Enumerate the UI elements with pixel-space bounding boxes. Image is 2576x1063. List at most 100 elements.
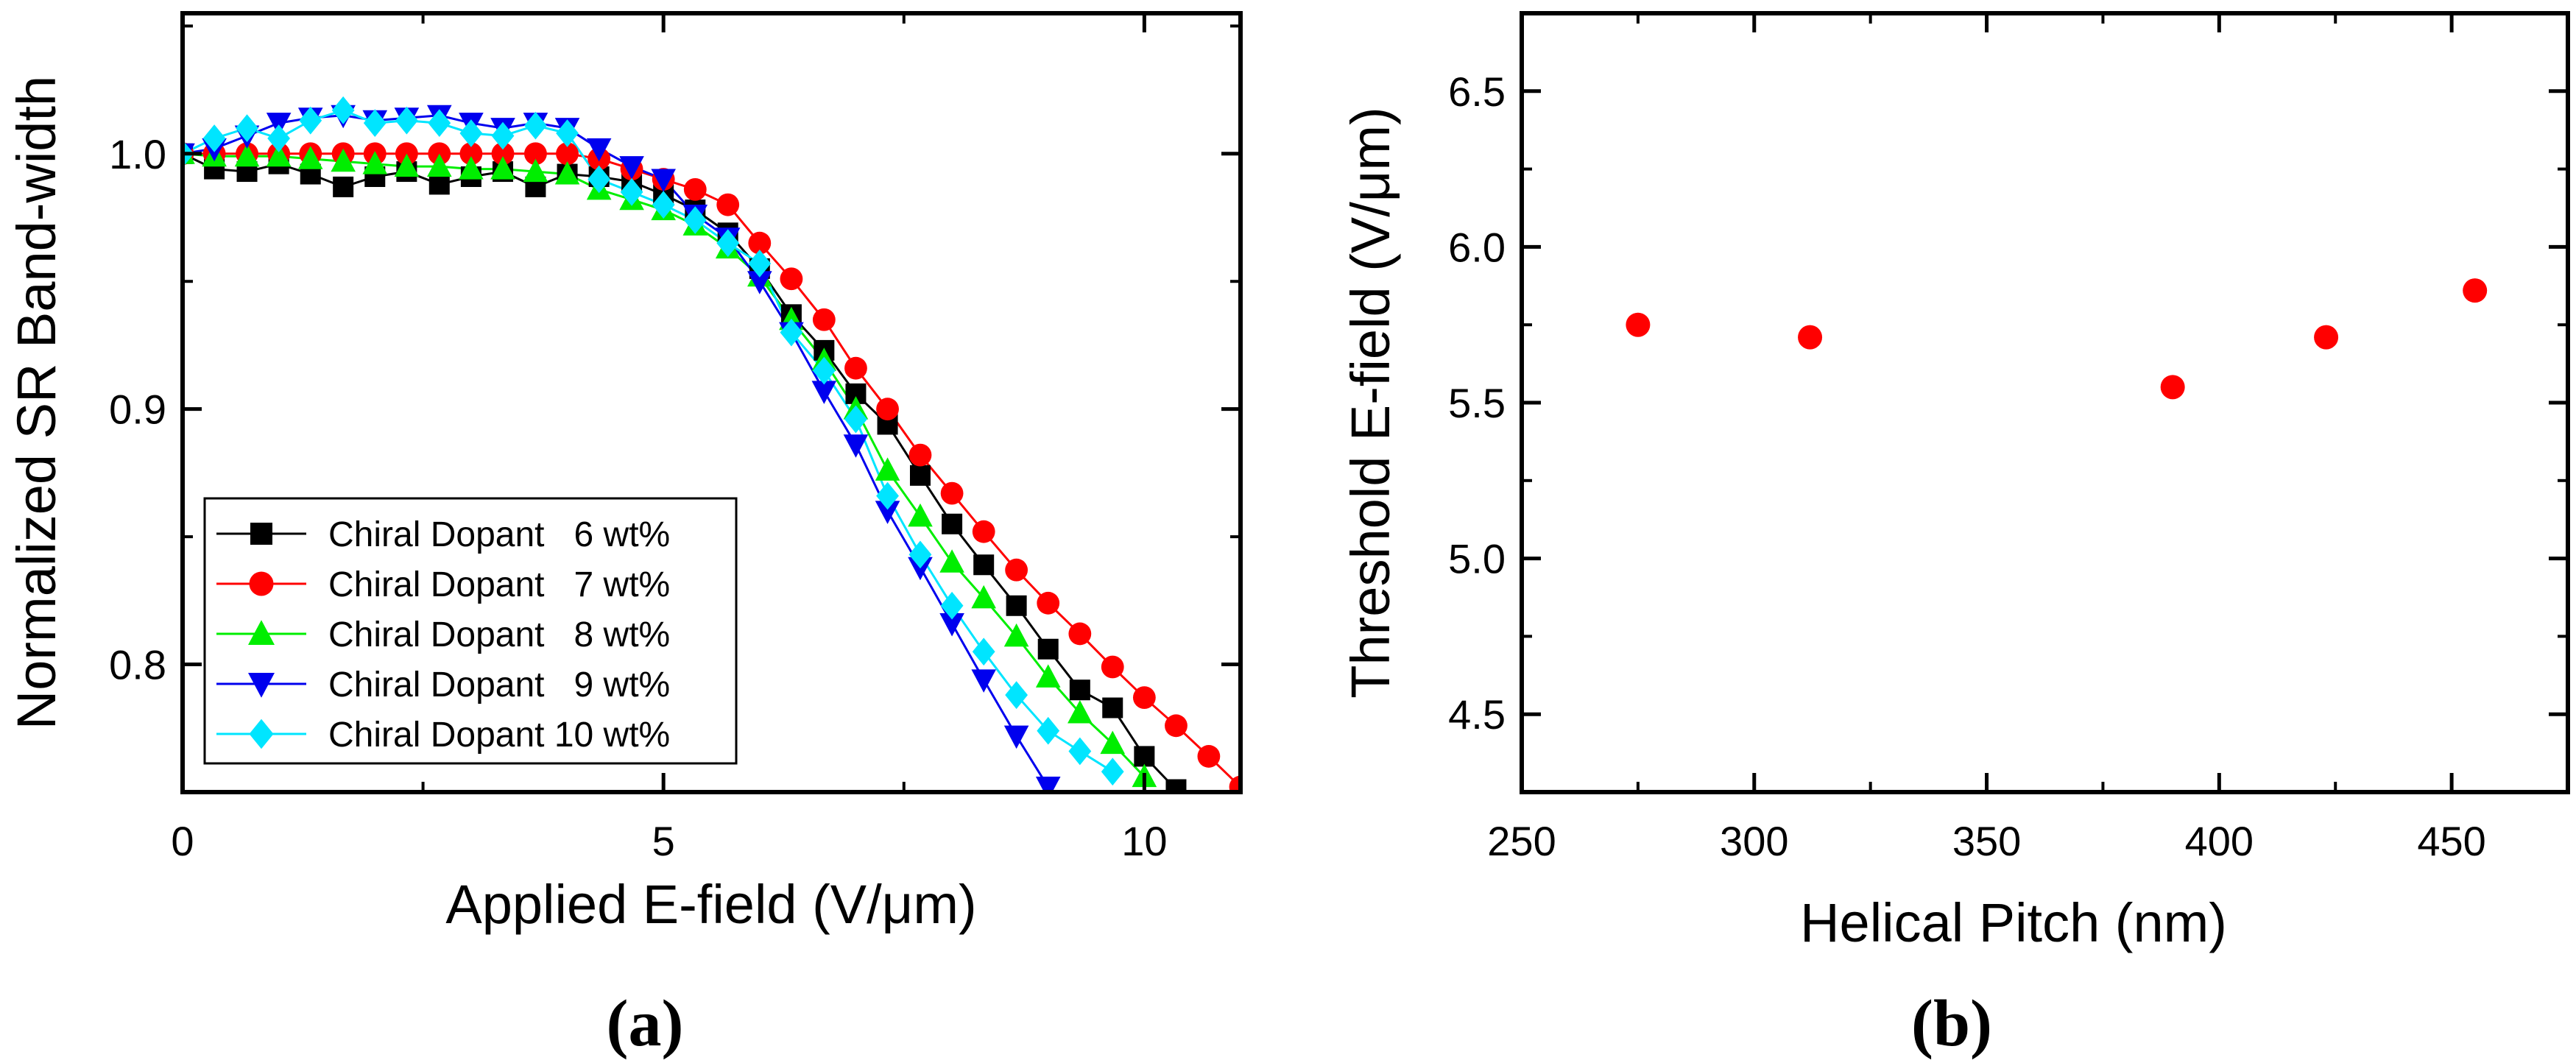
series-3-point xyxy=(554,161,580,185)
chart-b-ytick-label: 5.5 xyxy=(1448,380,1506,426)
chart-b-ytick-label: 6.5 xyxy=(1448,68,1506,115)
legend-label-5: Chiral Dopant 10 wt% xyxy=(328,716,670,755)
series-3-point xyxy=(939,549,964,573)
scatter-point xyxy=(2463,278,2488,303)
series-2-point xyxy=(1165,714,1188,738)
series-4-point xyxy=(651,169,676,192)
legend-label-4: Chiral Dopant 9 wt% xyxy=(328,665,670,704)
series-5-point xyxy=(491,121,515,150)
series-2-point xyxy=(716,193,740,216)
chart-b-ylabel: Threshold E-field (V/μm) xyxy=(1340,107,1401,698)
series-5-point xyxy=(620,177,643,206)
legend-label-2: Chiral Dopant 7 wt% xyxy=(328,565,670,604)
series-3-point xyxy=(971,585,997,609)
series-3-point xyxy=(1068,699,1093,724)
series-4-point xyxy=(586,138,612,162)
series-5-point xyxy=(524,111,547,140)
series-5-point xyxy=(363,109,387,138)
legend-box xyxy=(203,497,738,765)
series-5-point xyxy=(428,109,451,138)
series-4-point xyxy=(875,501,900,524)
series-5-point xyxy=(587,165,611,194)
series-3-point xyxy=(459,156,484,180)
series-3-point xyxy=(523,158,548,183)
series-2-point xyxy=(1197,745,1221,768)
series-4-point xyxy=(1003,725,1029,749)
chart-b-xtick-label: 300 xyxy=(1720,818,1788,864)
series-5-point xyxy=(780,318,803,347)
scatter-point xyxy=(2314,325,2339,350)
series-3-point xyxy=(234,143,260,167)
series-5-point xyxy=(876,481,899,510)
series-1-point xyxy=(1134,746,1155,767)
chart-b-ytick-label: 4.5 xyxy=(1448,691,1506,738)
series-3-point xyxy=(1035,664,1061,688)
series-line-4 xyxy=(183,114,1049,788)
chart-b-xlabel: Helical Pitch (nm) xyxy=(1800,892,2227,953)
series-5-point xyxy=(908,540,932,569)
series-3-point xyxy=(490,156,515,180)
series-4-point xyxy=(811,381,837,404)
chart-a-ytick-label: 0.9 xyxy=(109,386,166,433)
series-1-point xyxy=(428,174,450,195)
series-2-point xyxy=(556,142,579,166)
legend-marker-2 xyxy=(249,571,274,596)
legend-label-3: Chiral Dopant 8 wt% xyxy=(328,615,670,654)
legend-label-1: Chiral Dopant 6 wt% xyxy=(328,515,670,554)
chart-a-xtick-label: 0 xyxy=(171,818,194,864)
series-2-point xyxy=(683,177,707,201)
series-1-point xyxy=(1006,595,1027,616)
series-5-point xyxy=(556,119,579,147)
series-2-point xyxy=(908,443,932,467)
series-5-point xyxy=(1068,737,1092,766)
series-2-point xyxy=(940,481,964,505)
series-5-point xyxy=(395,106,418,135)
series-2-point xyxy=(780,267,803,291)
chart-b-ytick-label: 6.0 xyxy=(1448,224,1506,270)
series-5-point xyxy=(1101,757,1124,786)
chart-b-xtick-label: 350 xyxy=(1952,818,2021,864)
series-5-point xyxy=(202,124,226,152)
series-1-point xyxy=(942,513,963,534)
series-5-point xyxy=(299,106,322,135)
series-3-point xyxy=(331,148,356,172)
series-5-point xyxy=(812,356,836,385)
series-5-point xyxy=(459,119,483,147)
series-2-point xyxy=(1005,558,1028,582)
series-5-point xyxy=(267,124,291,152)
series-5-point xyxy=(1005,681,1028,710)
series-3-point xyxy=(1003,623,1029,647)
series-4-point xyxy=(971,669,997,693)
chart-b-plot-area xyxy=(1626,278,2488,400)
legend-marker-5 xyxy=(249,718,274,749)
series-5-point xyxy=(972,638,995,666)
series-1-point xyxy=(909,465,931,486)
scatter-point xyxy=(2160,375,2185,400)
series-3-point xyxy=(362,151,388,174)
chart-b-xtick-label: 450 xyxy=(2417,818,2485,864)
chart-a-ytick-label: 0.8 xyxy=(109,642,166,688)
series-3-point xyxy=(426,153,452,177)
series-2-point xyxy=(1132,686,1156,710)
series-2-point xyxy=(876,398,899,421)
series-4-point xyxy=(908,557,933,581)
legend-marker-4 xyxy=(248,673,275,698)
series-2-point xyxy=(459,142,483,166)
chart-a-plot-area xyxy=(183,96,1241,792)
chart-a-xtick-label: 5 xyxy=(652,818,675,864)
chart-b-panel-label: (b) xyxy=(1911,987,1992,1060)
series-2-point xyxy=(844,356,867,380)
series-5-point xyxy=(683,206,707,234)
series-5-point xyxy=(716,229,740,258)
chart-a: Chiral Dopant 6 wt% Chiral Dopant 7 wt% Ch… xyxy=(6,11,1243,1060)
series-4-point xyxy=(1035,777,1061,792)
series-4-point xyxy=(843,434,869,458)
chart-a-ylabel: Normalized SR Band-width xyxy=(6,76,67,730)
series-5-point xyxy=(844,405,867,434)
series-3-point xyxy=(875,457,900,481)
series-5-point xyxy=(236,114,258,142)
series-5-point xyxy=(652,191,675,219)
series-3-point xyxy=(394,153,420,177)
series-2-point xyxy=(1229,775,1241,792)
